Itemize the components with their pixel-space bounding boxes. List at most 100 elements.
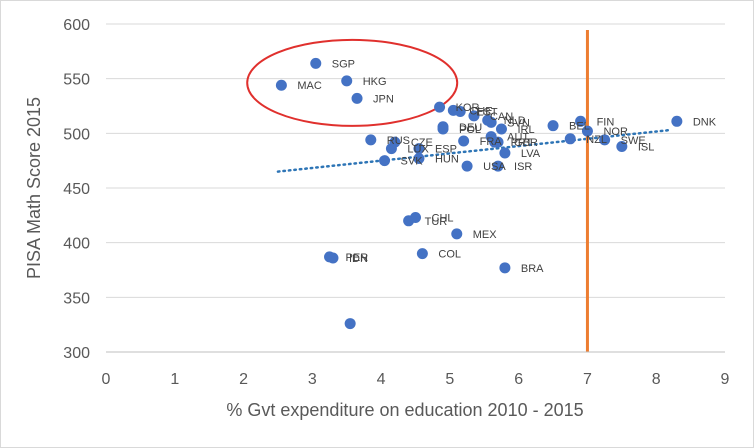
point-label: SGP — [332, 58, 355, 70]
data-point — [413, 152, 425, 164]
point-label: NLD — [504, 115, 526, 127]
x-tick-label: 6 — [514, 371, 523, 388]
data-point — [492, 160, 504, 172]
x-tick-label: 2 — [239, 371, 248, 388]
data-point — [327, 252, 339, 264]
data-point — [403, 215, 415, 227]
point-label: TUR — [425, 216, 448, 228]
data-point — [547, 120, 559, 132]
point-label: KOR — [456, 102, 480, 114]
point-label: JPN — [373, 93, 394, 105]
point-label: CAN — [490, 111, 513, 123]
point-label: SVN — [507, 117, 530, 129]
data-point — [413, 143, 425, 155]
point-label: LUX — [407, 144, 429, 156]
data-point — [379, 155, 391, 167]
data-point — [365, 134, 377, 146]
y-tick-label: 500 — [63, 126, 90, 143]
point-label: DNK — [693, 116, 717, 128]
point-label: BRA — [521, 263, 544, 275]
data-point — [671, 115, 683, 127]
point-label: HUN — [435, 153, 459, 165]
data-point — [458, 135, 470, 147]
data-point — [351, 92, 363, 104]
point-label: CHE — [469, 105, 492, 117]
data-point — [385, 143, 397, 155]
grid-layer — [106, 23, 725, 298]
data-point — [344, 318, 356, 330]
y-tick-label: 350 — [63, 290, 90, 307]
x-tick-label: 9 — [721, 371, 730, 388]
data-point — [581, 125, 593, 137]
data-point — [434, 101, 446, 113]
y-axis-title: PISA Math Score 2015 — [24, 97, 44, 279]
point-label: IDN — [349, 253, 368, 265]
data-point — [499, 147, 511, 159]
data-point — [499, 262, 511, 274]
data-point — [616, 140, 628, 152]
point-label: MAC — [297, 80, 322, 92]
x-tick-label: 1 — [170, 371, 179, 388]
data-point — [454, 105, 466, 117]
point-label: FIN — [597, 116, 615, 128]
x-tick-label: 3 — [308, 371, 317, 388]
data-point — [575, 115, 587, 127]
data-point — [495, 123, 507, 135]
data-point — [492, 136, 504, 148]
point-label: PRT — [511, 137, 533, 149]
point-label: ISL — [638, 141, 655, 153]
x-tick-label: 7 — [583, 371, 592, 388]
data-point — [275, 79, 287, 91]
point-label: MEX — [473, 229, 498, 241]
x-tick-label: 8 — [652, 371, 661, 388]
point-label: CZE — [411, 137, 433, 149]
data-point — [437, 123, 449, 135]
y-tick-label: 600 — [63, 17, 90, 34]
points-layer — [275, 57, 683, 330]
data-point — [416, 248, 428, 260]
trendline — [276, 128, 672, 173]
point-label: GBR — [514, 137, 538, 149]
data-point — [451, 228, 463, 240]
y-tick-label: 550 — [63, 72, 90, 89]
x-tick-label: 5 — [445, 371, 454, 388]
point-label: RUS — [387, 135, 410, 147]
x-tick-label: 0 — [102, 371, 111, 388]
point-label: BEL — [569, 121, 590, 133]
point-label: ESP — [435, 144, 457, 156]
x-axis-title: % Gvt expenditure on education 2010 - 20… — [226, 400, 583, 420]
point-label: PER — [346, 252, 369, 264]
point-label: POL — [459, 124, 481, 136]
data-point — [461, 160, 473, 172]
point-label: LVA — [521, 148, 541, 160]
point-label: CHL — [432, 213, 454, 225]
point-label: IRL — [517, 124, 534, 136]
point-label: SWE — [621, 135, 646, 147]
point-label: SVK — [401, 156, 424, 168]
data-point — [564, 133, 576, 145]
point-label: AUT — [507, 132, 529, 144]
point-label: EST — [476, 106, 498, 118]
x-tick-label: 4 — [377, 371, 386, 388]
point-label: FRA — [480, 136, 503, 148]
y-tick-label: 400 — [63, 236, 90, 253]
data-point — [485, 116, 497, 128]
annotation-ellipse — [246, 38, 459, 127]
point-label: ISR — [514, 161, 532, 173]
data-point — [599, 134, 611, 146]
y-tick-label: 450 — [63, 181, 90, 198]
point-label: COL — [438, 249, 461, 261]
data-point — [310, 57, 322, 69]
point-label: NOR — [603, 126, 628, 138]
point-label: NZL — [586, 134, 607, 146]
axis-layer: 300 350 400 450 500 550 600 0 1 2 3 4 5 6 7 8 9 — [63, 17, 729, 388]
point-label: HKG — [363, 76, 387, 88]
point-label: USA — [483, 161, 506, 173]
data-point — [341, 75, 353, 87]
y-tick-label: 300 — [63, 345, 90, 362]
point-label: DEU — [459, 122, 482, 134]
annotation-layer — [246, 38, 459, 127]
